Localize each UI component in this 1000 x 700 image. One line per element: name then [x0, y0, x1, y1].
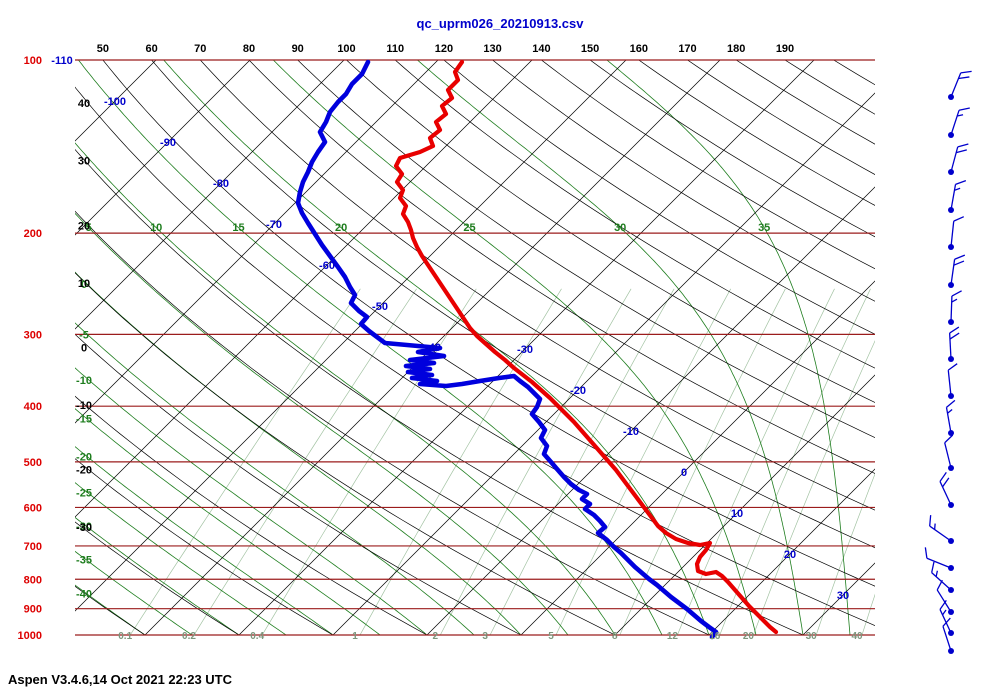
svg-text:700: 700 [24, 541, 42, 553]
svg-text:25: 25 [463, 222, 475, 234]
svg-text:140: 140 [532, 43, 550, 55]
svg-text:-15: -15 [76, 413, 92, 425]
svg-text:-110: -110 [51, 55, 72, 67]
svg-text:200: 200 [24, 228, 42, 240]
svg-text:500: 500 [24, 457, 42, 469]
svg-text:80: 80 [243, 43, 255, 55]
svg-text:-30: -30 [76, 522, 92, 534]
isotherms [75, 60, 875, 635]
mixing-ratio-labels: 0.1 0.2 0.4 1 2 3 5 8 12 16 20 30 40 [118, 631, 863, 642]
svg-text:-90: -90 [160, 137, 176, 149]
svg-text:30: 30 [806, 631, 818, 642]
svg-text:-70: -70 [266, 219, 282, 231]
chart-title: qc_uprm026_20210913.csv [416, 16, 584, 31]
svg-text:2: 2 [433, 631, 439, 642]
svg-text:60: 60 [145, 43, 157, 55]
svg-text:150: 150 [581, 43, 599, 55]
svg-text:70: 70 [194, 43, 206, 55]
svg-text:-30: -30 [517, 344, 533, 356]
footer-text: Aspen V3.4.6,14 Oct 2021 22:23 UTC [8, 672, 233, 687]
svg-text:600: 600 [24, 502, 42, 514]
svg-text:100: 100 [337, 43, 355, 55]
svg-text:180: 180 [727, 43, 745, 55]
svg-text:170: 170 [678, 43, 696, 55]
wind-barbs [924, 70, 972, 654]
svg-text:8: 8 [612, 631, 618, 642]
svg-text:-40: -40 [76, 588, 92, 600]
svg-text:50: 50 [97, 43, 109, 55]
moist-adiabats [75, 60, 851, 635]
svg-text:10: 10 [78, 278, 90, 290]
svg-text:0: 0 [81, 279, 87, 291]
dewpoint-trace [295, 59, 719, 640]
svg-text:-30: -30 [76, 521, 92, 533]
svg-text:20: 20 [335, 222, 347, 234]
svg-text:20: 20 [743, 631, 755, 642]
isobars [75, 59, 875, 636]
svg-text:300: 300 [24, 329, 42, 341]
svg-text:190: 190 [776, 43, 794, 55]
svg-text:-25: -25 [76, 488, 92, 500]
svg-text:900: 900 [24, 604, 42, 616]
svg-text:10: 10 [150, 222, 162, 234]
svg-text:3: 3 [482, 631, 488, 642]
svg-text:0.4: 0.4 [250, 631, 264, 642]
svg-text:10: 10 [731, 508, 743, 520]
svg-text:110: 110 [386, 43, 404, 55]
svg-text:-20: -20 [570, 385, 586, 397]
svg-text:120: 120 [435, 43, 453, 55]
svg-text:12: 12 [667, 631, 679, 642]
svg-text:20: 20 [78, 220, 90, 232]
svg-text:0.2: 0.2 [182, 631, 196, 642]
svg-text:-10: -10 [76, 400, 92, 412]
svg-text:-40: -40 [425, 342, 441, 354]
pressure-labels: 100 200 300 400 500 600 700 800 900 1000 [18, 55, 42, 642]
svg-text:-20: -20 [76, 452, 92, 464]
svg-text:-100: -100 [104, 96, 126, 108]
svg-text:0.1: 0.1 [118, 631, 132, 642]
svg-text:30: 30 [837, 590, 849, 602]
top-labels: 50 60 70 80 90 100 110 120 130 140 150 160 170 180 190 [97, 43, 794, 55]
svg-text:15: 15 [232, 222, 244, 234]
svg-text:-50: -50 [372, 301, 388, 313]
svg-text:20: 20 [784, 549, 796, 561]
moist-adiabat-labels: 0-5-10-15-20-25-30-35-405 10 15 20 25 30 35 [76, 222, 770, 600]
svg-text:-10: -10 [76, 375, 92, 387]
svg-text:30: 30 [78, 156, 90, 168]
svg-text:1000: 1000 [18, 630, 42, 642]
temperature-trace [393, 59, 779, 635]
svg-text:160: 160 [630, 43, 648, 55]
svg-text:-20: -20 [76, 465, 92, 477]
svg-text:-80: -80 [213, 178, 229, 190]
svg-text:-5: -5 [79, 330, 89, 342]
svg-text:40: 40 [851, 631, 863, 642]
svg-text:40: 40 [78, 98, 90, 110]
dry-adiabats [75, 60, 875, 635]
svg-text:130: 130 [483, 43, 501, 55]
isotherm-labels: -110-100-90-80-70-60-50-40 -30-20-1001020… [51, 55, 849, 602]
svg-text:-60: -60 [319, 260, 335, 272]
svg-text:0: 0 [681, 467, 687, 479]
svg-text:400: 400 [24, 401, 42, 413]
svg-text:-35: -35 [76, 555, 92, 567]
svg-text:5: 5 [86, 222, 92, 234]
svg-text:1: 1 [352, 631, 358, 642]
svg-text:0: 0 [81, 343, 87, 355]
svg-text:16: 16 [709, 631, 721, 642]
svg-text:90: 90 [292, 43, 304, 55]
svg-text:35: 35 [758, 222, 770, 234]
svg-text:100: 100 [24, 55, 42, 67]
svg-text:30: 30 [614, 222, 626, 234]
svg-text:5: 5 [548, 631, 554, 642]
svg-text:-10: -10 [623, 426, 639, 438]
svg-text:800: 800 [24, 574, 42, 586]
